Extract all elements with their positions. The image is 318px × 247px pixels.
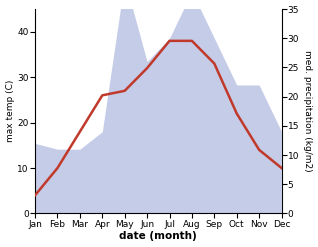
Y-axis label: max temp (C): max temp (C) [5,80,15,143]
X-axis label: date (month): date (month) [120,231,197,242]
Y-axis label: med. precipitation (kg/m2): med. precipitation (kg/m2) [303,50,313,172]
